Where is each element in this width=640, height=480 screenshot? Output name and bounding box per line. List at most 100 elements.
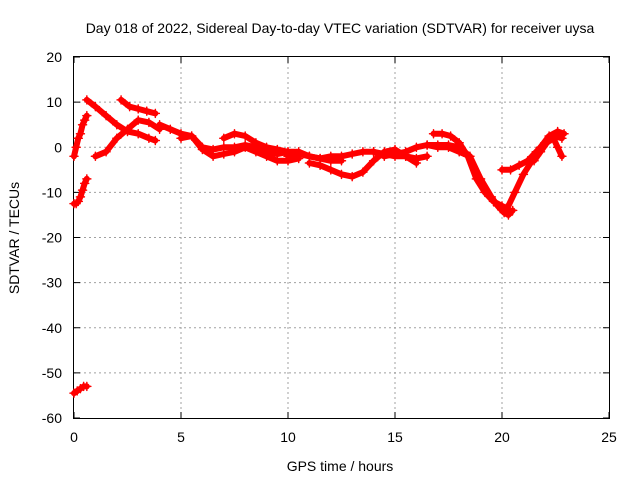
series-arc-1 <box>69 110 92 162</box>
data-point <box>112 119 122 130</box>
plot-frame <box>73 56 610 419</box>
data-point <box>186 131 197 141</box>
data-point <box>465 151 475 162</box>
data-point <box>176 133 186 143</box>
data-point <box>116 95 126 105</box>
data-point <box>315 160 325 171</box>
y-tick-label: 0 <box>54 139 62 155</box>
data-point <box>358 167 368 177</box>
x-axis-label: GPS time / hours <box>287 458 394 474</box>
y-tick-label: 10 <box>46 94 62 110</box>
data-point <box>142 106 152 116</box>
data-point <box>208 151 218 162</box>
data-point <box>293 149 304 159</box>
data-point <box>154 119 165 130</box>
data-point <box>133 128 143 139</box>
data-point <box>400 147 411 157</box>
data-point <box>219 133 229 143</box>
data-point <box>552 142 563 152</box>
data-point <box>454 142 464 152</box>
x-tick-label: 20 <box>494 429 510 445</box>
data-point <box>229 147 240 157</box>
data-point <box>304 158 315 168</box>
data-series <box>69 95 569 398</box>
data-point <box>75 128 86 139</box>
data-point <box>82 95 92 105</box>
data-point <box>133 104 143 114</box>
y-tick-label: -50 <box>42 365 62 381</box>
series-arc-17 <box>529 133 567 166</box>
data-point <box>475 174 486 184</box>
data-point <box>69 151 79 162</box>
data-point <box>510 187 520 198</box>
data-point <box>445 131 456 141</box>
series-arc-2 <box>69 174 92 209</box>
data-point <box>272 156 283 166</box>
data-point <box>82 381 92 392</box>
data-point <box>557 151 567 162</box>
axis-ticks: 0 5 10 15 20 25 20 10 0 -10 -20 -30 -40 -50 -60 <box>42 49 617 445</box>
data-point <box>358 147 368 157</box>
data-point <box>240 131 250 141</box>
data-point <box>240 142 250 152</box>
data-point <box>368 147 379 157</box>
y-tick-label: -60 <box>42 410 62 426</box>
data-point <box>505 165 516 175</box>
data-point <box>283 151 293 162</box>
data-point <box>433 140 443 150</box>
data-point <box>261 151 272 162</box>
y-tick-label: -10 <box>42 184 62 200</box>
data-point <box>336 169 347 180</box>
data-point <box>165 124 176 134</box>
y-tick-label: 20 <box>46 49 62 65</box>
y-tick-label: -40 <box>42 320 62 336</box>
data-point <box>422 140 432 150</box>
data-point <box>437 128 447 139</box>
data-point <box>557 133 567 143</box>
data-point <box>144 117 154 128</box>
data-point <box>548 133 559 143</box>
series-arc-3 <box>69 381 92 398</box>
data-point <box>326 165 336 175</box>
data-point <box>347 149 357 159</box>
data-point <box>486 192 497 202</box>
y-tick-label: -20 <box>42 230 62 246</box>
x-tick-label: 10 <box>280 429 296 445</box>
x-tick-label: 25 <box>601 429 617 445</box>
data-point <box>261 142 272 152</box>
data-point <box>82 110 92 121</box>
series-arc-5 <box>90 115 165 162</box>
data-point <box>390 149 400 159</box>
data-point <box>112 133 122 143</box>
series-line <box>83 96 159 144</box>
data-point <box>75 192 86 202</box>
data-point <box>514 160 524 171</box>
data-point <box>90 101 101 112</box>
y-axis-label: SDTVAR / TECUs <box>6 182 22 294</box>
series-arc-8 <box>176 131 304 166</box>
data-point <box>144 133 154 143</box>
data-point <box>336 151 347 162</box>
data-point <box>529 156 539 166</box>
x-tick-label: 5 <box>177 429 185 445</box>
data-point <box>197 144 208 155</box>
data-point <box>411 158 422 168</box>
data-point <box>90 151 101 162</box>
data-point <box>77 185 88 195</box>
data-point <box>542 137 552 148</box>
data-point <box>251 137 261 148</box>
series-arc-14 <box>422 140 518 220</box>
data-point <box>229 128 240 139</box>
data-point <box>497 165 507 175</box>
series-line <box>370 142 473 160</box>
data-point <box>411 142 422 152</box>
data-point <box>379 151 390 162</box>
data-point <box>82 174 92 184</box>
data-point <box>428 128 439 139</box>
chart-title: Day 018 of 2022, Sidereal Day-to-day VTE… <box>86 20 595 36</box>
x-tick-label: 0 <box>70 429 78 445</box>
grid <box>74 57 609 418</box>
data-point <box>122 124 133 134</box>
data-point <box>219 149 229 159</box>
